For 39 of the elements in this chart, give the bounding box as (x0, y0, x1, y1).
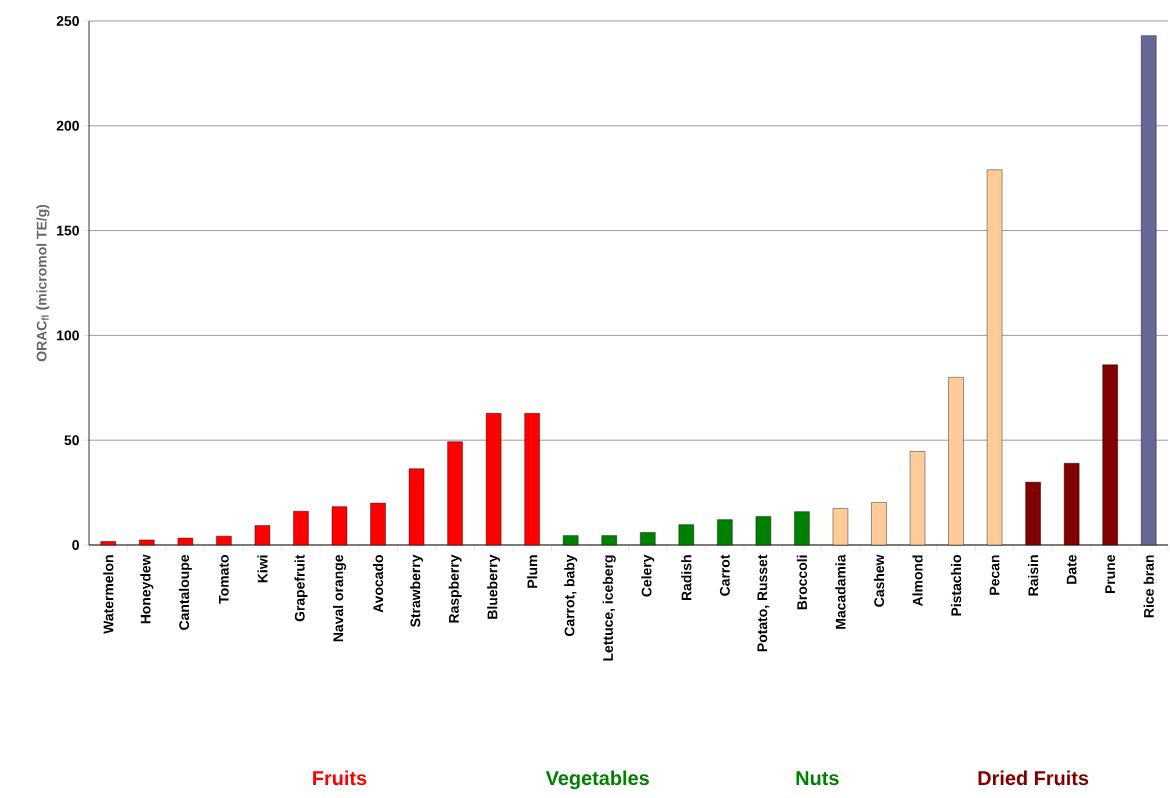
x-tick-label: Pecan (989, 555, 1000, 595)
y-tick-label: 200 (56, 120, 79, 131)
text: Vegetables (545, 770, 649, 790)
y-tick-label: 250 (56, 16, 79, 26)
y-tick-label: 150 (57, 225, 79, 236)
text: Nuts (796, 771, 839, 786)
x-tick-label: Honeydew (140, 554, 154, 624)
x-tick-label: Kiwi (257, 555, 268, 583)
x-tick-label: Avocado (372, 555, 384, 613)
x-tick-label: Cashew (873, 554, 885, 607)
x-tick-label: Watermelon (103, 555, 114, 634)
y-tick-label: 100 (57, 330, 79, 341)
x-tick-label: Broccoli (796, 555, 808, 610)
x-tick-label: Grapefruit (294, 554, 308, 622)
x-tick-label: Almond (912, 555, 923, 607)
x-tick-label: Strawberry (410, 554, 424, 627)
text: Fruits (313, 770, 367, 786)
x-tick-label: Date (1066, 554, 1077, 584)
x-tick-label: Carrot (719, 554, 730, 596)
x-tick-label: Potato, Russet (757, 554, 770, 652)
y-tick-label: 0 (72, 540, 79, 550)
x-tick-label: Radish (681, 555, 692, 601)
y-axis-title: ORAC$_{fl}$ (micromol TE/g) (36, 204, 50, 362)
x-tick-label: Cantaloupe (178, 554, 192, 630)
x-tick-label: Lettuce, iceberg (602, 555, 616, 661)
x-tick-label: Celery (641, 554, 655, 597)
x-tick-label: Rice bran (1143, 555, 1154, 618)
x-tick-label: Blueberry (487, 554, 501, 619)
x-tick-label: Raisin (1028, 555, 1039, 596)
y-tick-label: 50 (64, 435, 79, 446)
x-tick-label: Carrot, baby (564, 554, 578, 637)
x-tick-label: Tomato (219, 555, 229, 604)
x-tick-label: Macadamia (835, 554, 846, 629)
x-tick-label: Prune (1105, 554, 1116, 594)
x-tick-label: Raspberry (448, 554, 462, 623)
x-tick-label: Pistachio (950, 555, 962, 616)
text: Dried Fruits (978, 770, 1089, 786)
x-tick-label: Plum (527, 555, 538, 588)
x-tick-label: Naval orange (332, 555, 347, 642)
